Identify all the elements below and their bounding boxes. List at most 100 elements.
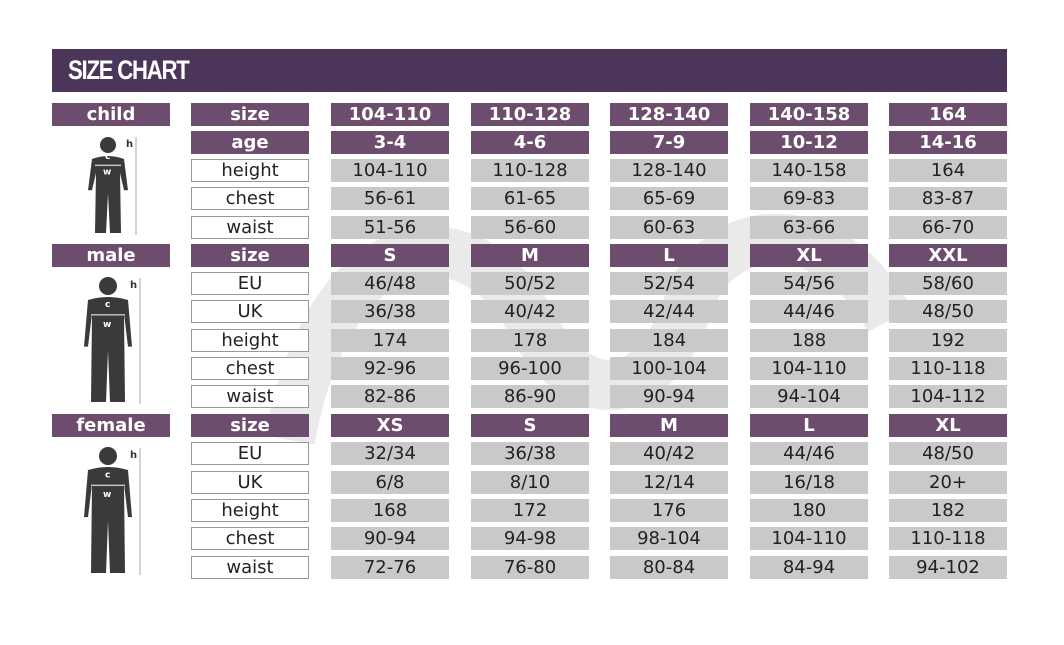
table-cell: XS xyxy=(331,414,449,437)
table-cell: 128-140 xyxy=(610,159,728,182)
table-cell: 86-90 xyxy=(471,385,589,408)
table-cell: 58/60 xyxy=(889,272,1007,295)
svg-text:c: c xyxy=(105,300,110,310)
table-cell: 104-110 xyxy=(750,527,868,550)
svg-text:w: w xyxy=(103,490,111,500)
table-cell: XL xyxy=(750,244,868,267)
table-cell: 16/18 xyxy=(750,471,868,494)
table-cell: S xyxy=(471,414,589,437)
table-cell: 61-65 xyxy=(471,187,589,210)
table-cell: 44/46 xyxy=(750,442,868,465)
table-cell: L xyxy=(610,244,728,267)
row-label-size: size xyxy=(191,414,309,437)
table-cell: 20+ xyxy=(889,471,1007,494)
table-cell: 6/8 xyxy=(331,471,449,494)
table-cell: 80-84 xyxy=(610,556,728,579)
row-label-waist: waist xyxy=(191,216,309,239)
table-cell: 184 xyxy=(610,329,728,352)
table-cell: 63-66 xyxy=(750,216,868,239)
table-cell: 104-110 xyxy=(331,103,449,126)
table-cell: 94-102 xyxy=(889,556,1007,579)
table-cell: 69-83 xyxy=(750,187,868,210)
table-cell: XXL xyxy=(889,244,1007,267)
row-label-waist: waist xyxy=(191,385,309,408)
table-cell: 82-86 xyxy=(331,385,449,408)
table-cell: 174 xyxy=(331,329,449,352)
table-cell: S xyxy=(331,244,449,267)
table-cell: 40/42 xyxy=(610,442,728,465)
table-cell: L xyxy=(750,414,868,437)
table-cell: 84-94 xyxy=(750,556,868,579)
table-cell: 10-12 xyxy=(750,131,868,154)
table-cell: 65-69 xyxy=(610,187,728,210)
table-cell: 104-110 xyxy=(331,159,449,182)
table-cell: XL xyxy=(889,414,1007,437)
row-label-age: age xyxy=(191,131,309,154)
group-label-female: female xyxy=(52,414,170,437)
page-title: SIZE CHART xyxy=(68,55,190,85)
title-bar: SIZE CHART xyxy=(52,49,1007,92)
table-cell: 172 xyxy=(471,499,589,522)
svg-text:h: h xyxy=(130,280,137,291)
svg-text:w: w xyxy=(103,320,111,330)
table-cell: 76-80 xyxy=(471,556,589,579)
row-label-uk: UK xyxy=(191,471,309,494)
table-cell: 83-87 xyxy=(889,187,1007,210)
table-cell: 12/14 xyxy=(610,471,728,494)
row-label-eu: EU xyxy=(191,272,309,295)
table-cell: 3-4 xyxy=(331,131,449,154)
table-cell: 100-104 xyxy=(610,357,728,380)
child-silhouette-icon: h c w xyxy=(88,137,137,235)
table-cell: M xyxy=(471,244,589,267)
svg-text:h: h xyxy=(130,450,137,461)
svg-text:w: w xyxy=(103,168,111,178)
table-cell: 90-94 xyxy=(331,527,449,550)
row-label-height: height xyxy=(191,159,309,182)
svg-text:c: c xyxy=(105,152,110,162)
table-cell: 182 xyxy=(889,499,1007,522)
row-label-height: height xyxy=(191,329,309,352)
group-label-male: male xyxy=(52,244,170,267)
group-label-child: child xyxy=(52,103,170,126)
table-cell: 164 xyxy=(889,159,1007,182)
row-label-size: size xyxy=(191,244,309,267)
table-cell: 56-61 xyxy=(331,187,449,210)
table-cell: 32/34 xyxy=(331,442,449,465)
table-cell: 44/46 xyxy=(750,300,868,323)
table-cell: 110-128 xyxy=(471,103,589,126)
table-cell: 104-112 xyxy=(889,385,1007,408)
table-cell: 98-104 xyxy=(610,527,728,550)
table-cell: 128-140 xyxy=(610,103,728,126)
table-cell: 168 xyxy=(331,499,449,522)
table-cell: M xyxy=(610,414,728,437)
row-label-chest: chest xyxy=(191,527,309,550)
male-silhouette-icon: h c w xyxy=(84,277,141,404)
table-cell: 36/38 xyxy=(471,442,589,465)
table-cell: 188 xyxy=(750,329,868,352)
row-label-eu: EU xyxy=(191,442,309,465)
table-cell: 4-6 xyxy=(471,131,589,154)
table-cell: 52/54 xyxy=(610,272,728,295)
table-cell: 92-96 xyxy=(331,357,449,380)
table-cell: 192 xyxy=(889,329,1007,352)
row-label-waist: waist xyxy=(191,556,309,579)
table-cell: 51-56 xyxy=(331,216,449,239)
table-cell: 56-60 xyxy=(471,216,589,239)
table-cell: 72-76 xyxy=(331,556,449,579)
table-cell: 8/10 xyxy=(471,471,589,494)
table-cell: 164 xyxy=(889,103,1007,126)
table-cell: 178 xyxy=(471,329,589,352)
female-silhouette-icon: h c w xyxy=(84,447,141,575)
table-cell: 54/56 xyxy=(750,272,868,295)
table-cell: 50/52 xyxy=(471,272,589,295)
row-label-size: size xyxy=(191,103,309,126)
table-cell: 110-118 xyxy=(889,357,1007,380)
table-cell: 96-100 xyxy=(471,357,589,380)
row-label-height: height xyxy=(191,499,309,522)
table-cell: 110-118 xyxy=(889,527,1007,550)
table-cell: 60-63 xyxy=(610,216,728,239)
table-cell: 48/50 xyxy=(889,442,1007,465)
table-cell: 176 xyxy=(610,499,728,522)
table-cell: 14-16 xyxy=(889,131,1007,154)
table-cell: 48/50 xyxy=(889,300,1007,323)
